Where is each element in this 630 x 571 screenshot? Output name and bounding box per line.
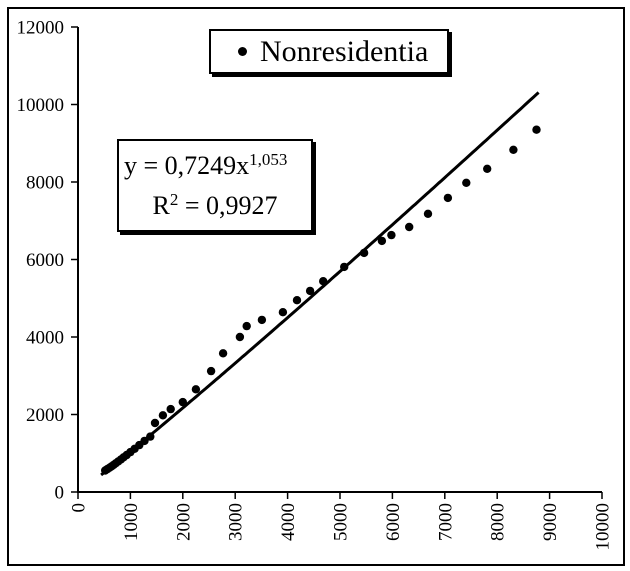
data-point [377, 236, 387, 246]
scatter-marker-icon [238, 47, 247, 56]
data-point [166, 404, 175, 414]
y-axis-tick-label: 2000 [26, 405, 64, 426]
legend: Nonresidentia [209, 29, 449, 74]
data-point [158, 411, 168, 420]
r-squared-line: R2 = 0,9927 [119, 186, 311, 226]
trendline-equation-box: y = 0,7249x1,053 R2 = 0,9927 [117, 139, 313, 232]
equation-exponent: 1,053 [249, 150, 288, 169]
data-point [257, 315, 267, 325]
data-point [387, 230, 396, 240]
data-point [235, 332, 245, 342]
r-squared-base: R [152, 191, 170, 220]
chart-border [7, 7, 625, 566]
data-point [191, 385, 201, 394]
r-squared-exponent: 2 [169, 190, 179, 209]
data-point [532, 125, 541, 134]
data-point [242, 321, 251, 331]
legend-label: Nonresidentia [260, 34, 429, 68]
x-axis-tick-label: 0 [69, 503, 90, 513]
x-axis-tick-label: 6000 [383, 503, 404, 541]
x-axis-tick-label: 1000 [121, 503, 142, 541]
data-point [218, 349, 228, 358]
equation-base: y = 0,7249x [124, 151, 250, 180]
y-axis-tick-label: 6000 [26, 250, 64, 271]
data-point [319, 277, 328, 286]
y-axis-tick-label: 12000 [17, 18, 65, 39]
x-axis-tick-label: 7000 [435, 503, 456, 541]
x-axis-tick-label: 3000 [226, 503, 247, 541]
equation-line: y = 0,7249x1,053 [119, 141, 311, 186]
data-point [146, 432, 155, 441]
y-axis-tick-label: 8000 [26, 173, 64, 194]
trendline [100, 91, 540, 477]
y-axis-tick-label: 10000 [17, 95, 65, 116]
x-axis-tick-label: 9000 [540, 503, 561, 541]
x-axis-tick-label: 4000 [278, 503, 299, 541]
x-axis-tick-label: 10000 [593, 503, 614, 551]
y-axis-tick-label: 4000 [26, 328, 64, 349]
data-point [405, 222, 414, 232]
y-axis-tick-label: 0 [55, 483, 65, 504]
data-point [140, 436, 149, 446]
x-axis-tick-label: 2000 [173, 503, 194, 541]
data-point [178, 397, 187, 407]
data-point [292, 296, 302, 305]
data-point [509, 145, 518, 154]
x-axis-tick-label: 5000 [331, 503, 352, 541]
data-point [278, 308, 288, 317]
data-point [340, 262, 349, 272]
data-point [359, 248, 369, 258]
data-point [483, 164, 492, 173]
data-point [206, 366, 216, 376]
data-point [423, 209, 433, 218]
r-squared-value: = 0,9927 [178, 191, 278, 220]
data-point [150, 418, 160, 428]
data-point [443, 193, 453, 203]
data-point [305, 286, 315, 296]
data-point [462, 178, 471, 187]
x-axis-tick-label: 8000 [488, 503, 509, 541]
